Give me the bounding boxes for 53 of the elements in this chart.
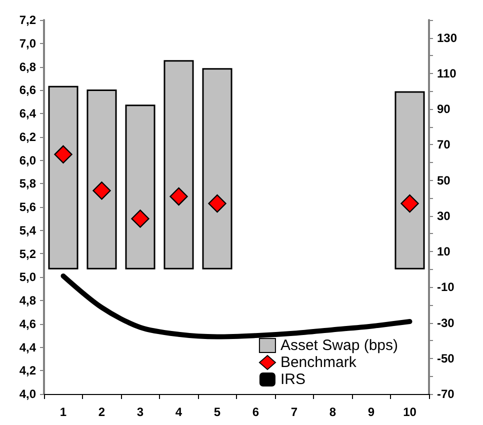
point — [54, 145, 72, 164]
bar — [164, 60, 194, 270]
x-tick-label: 6 — [252, 405, 260, 419]
y2-tick-label: -50 — [437, 351, 455, 366]
y2-tick-label: 10 — [437, 244, 451, 259]
y2-tick-label: 50 — [437, 173, 451, 188]
point — [208, 194, 226, 213]
y-tick-label: 5,8 — [19, 176, 36, 191]
y-tick-label: 6,8 — [19, 60, 36, 74]
y2-tick-label: -30 — [437, 316, 455, 330]
y-tick-label: 4,8 — [19, 294, 36, 308]
y2-tick-label: -70 — [437, 387, 455, 401]
y-tick-label: 6,0 — [19, 153, 36, 168]
x-tick-label: 9 — [368, 405, 375, 419]
point — [170, 187, 188, 206]
y-tick-label: 5,6 — [19, 200, 36, 214]
y-tick-label: 4,2 — [19, 364, 36, 378]
point — [92, 182, 111, 200]
point — [400, 194, 419, 213]
y-tick-label: 6,4 — [19, 106, 36, 120]
y-tick-label: 6,2 — [19, 130, 36, 144]
y-tick-label: 5,2 — [19, 246, 36, 261]
bar — [48, 86, 78, 270]
y-tick-label: 4,6 — [19, 316, 36, 331]
x-tick-label: 2 — [98, 405, 106, 419]
x-tick-label: 8 — [329, 405, 336, 419]
y2-tick-label: 90 — [437, 102, 451, 116]
y2-tick-label: 130 — [437, 30, 458, 45]
x-tick-label: 1 — [60, 405, 67, 419]
y2-tick-label: 110 — [437, 66, 457, 80]
point — [131, 210, 150, 228]
bar — [394, 91, 425, 270]
x-tick-label: 3 — [136, 405, 144, 419]
legend-label: IRS — [280, 371, 306, 388]
y-tick-label: 7,2 — [19, 13, 36, 27]
y2-tick-label: 70 — [437, 138, 451, 152]
y-tick-label: 5,4 — [19, 223, 36, 238]
y-tick-label: 4,4 — [19, 340, 36, 354]
y-tick-label: 5,0 — [19, 270, 36, 284]
bar — [86, 89, 117, 270]
y2-tick-label: 30 — [437, 208, 451, 223]
x-tick-label: 4 — [175, 405, 182, 419]
y-tick-label: 7,0 — [19, 36, 36, 50]
legend-label: Benchmark — [280, 354, 357, 371]
bar — [202, 68, 232, 270]
x-tick-label: 10 — [403, 405, 417, 419]
x-tick-label: 7 — [290, 405, 298, 419]
y2-tick-label: -10 — [437, 280, 455, 294]
y-tick-label: 4,0 — [19, 387, 36, 401]
legend-label: Asset Swap (bps) — [280, 337, 398, 354]
y-tick-label: 6,6 — [19, 83, 36, 98]
bar — [125, 104, 156, 270]
x-tick-label: 5 — [214, 405, 221, 419]
